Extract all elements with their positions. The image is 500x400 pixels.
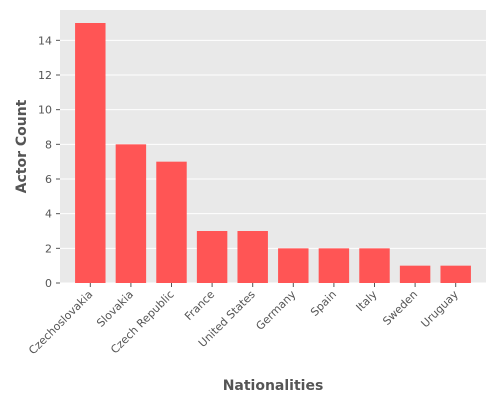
bar xyxy=(75,23,106,283)
x-tick-label: Germany xyxy=(253,288,298,333)
y-tick-label: 6 xyxy=(45,173,52,186)
bar xyxy=(156,161,187,283)
bar xyxy=(115,144,147,283)
x-tick-label: Slovakia xyxy=(94,288,136,330)
y-tick-label: 14 xyxy=(38,34,52,47)
y-tick-label: 8 xyxy=(45,138,52,151)
y-axis-title: Actor Count xyxy=(14,99,30,193)
x-tick-label: Sweden xyxy=(380,288,420,328)
y-tick-label: 2 xyxy=(45,242,52,255)
bar xyxy=(196,231,228,283)
bar xyxy=(440,265,471,283)
y-axis-ticks: 0 2 4 6 8 10 12 14 xyxy=(38,34,60,290)
bar xyxy=(278,248,309,283)
x-tick-label: Uruguay xyxy=(419,288,462,331)
x-tick-label: Spain xyxy=(308,288,339,319)
bars xyxy=(75,23,471,283)
x-tick-label: France xyxy=(182,288,217,323)
x-tick-label: Czechoslovakia xyxy=(26,288,95,357)
x-axis-title: Nationalities xyxy=(223,378,324,394)
y-tick-label: 10 xyxy=(38,104,52,117)
bar xyxy=(318,248,350,283)
bar xyxy=(399,265,431,283)
bar xyxy=(359,248,390,283)
x-tick-label: Italy xyxy=(354,288,380,314)
y-tick-label: 4 xyxy=(45,208,52,221)
bar xyxy=(237,231,268,283)
y-tick-label: 12 xyxy=(38,69,52,82)
y-tick-label: 0 xyxy=(45,277,52,290)
